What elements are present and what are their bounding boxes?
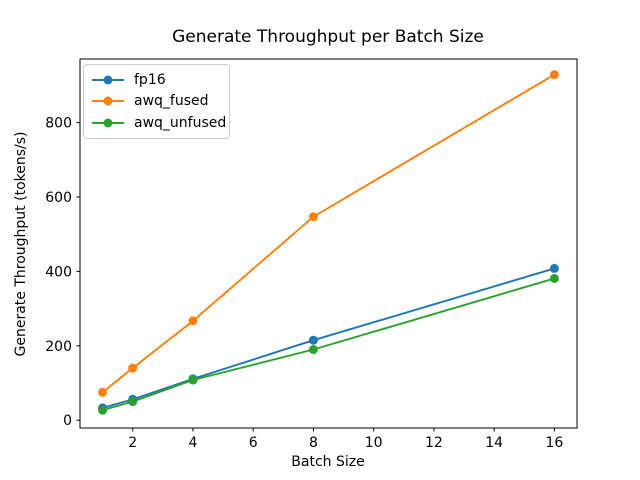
y-tick-label: 400 [45, 264, 72, 280]
legend-label: fp16 [134, 71, 166, 88]
data-point-marker [98, 387, 108, 397]
data-point-marker [308, 335, 318, 345]
data-point-marker [188, 316, 198, 326]
axis-ticks: 2 4 6 8 10 12 14 16 0 200 400 600 800 [45, 116, 563, 451]
data-point-marker [188, 375, 198, 385]
legend-line-marker-icon [92, 96, 124, 106]
plot-area [79, 58, 578, 429]
data-point-marker [549, 273, 559, 283]
y-tick-label: 800 [45, 116, 72, 132]
legend-label: awq_unfused [134, 114, 227, 131]
x-tick-label: 14 [485, 435, 503, 451]
data-point-marker [549, 263, 559, 273]
legend-item: awq_unfused [92, 112, 226, 134]
legend-label: awq_fused [134, 93, 209, 110]
x-tick-label: 2 [128, 435, 137, 451]
x-tick-label: 8 [309, 435, 318, 451]
y-tick-label: 0 [63, 413, 72, 429]
data-point-marker [549, 70, 559, 80]
data-point-marker [308, 345, 318, 355]
series-line [102, 277, 555, 412]
x-axis-label: Batch Size [291, 454, 364, 470]
x-tick-label: 4 [188, 435, 197, 451]
legend-line-marker-icon [92, 75, 124, 85]
y-tick-label: 200 [45, 339, 72, 355]
x-tick-label: 10 [365, 435, 383, 451]
y-axis-label: Generate Throughput (tokens/s) [13, 132, 29, 357]
data-point-marker [308, 212, 318, 222]
chart-title: Generate Throughput per Batch Size [172, 27, 484, 47]
legend-line-marker-icon [92, 118, 124, 128]
data-point-marker [128, 397, 138, 407]
legend-item: fp16 [92, 69, 221, 91]
data-point-marker [128, 363, 138, 373]
data-point-marker [98, 405, 108, 415]
x-tick-label: 16 [545, 435, 563, 451]
x-tick-label: 6 [249, 435, 258, 451]
x-tick-label: 12 [425, 435, 443, 451]
legend: fp16 awq_fused awq_unfused [83, 64, 230, 139]
y-tick-label: 600 [45, 190, 72, 206]
series-group [98, 70, 559, 415]
legend-item: awq_fused [92, 91, 221, 113]
